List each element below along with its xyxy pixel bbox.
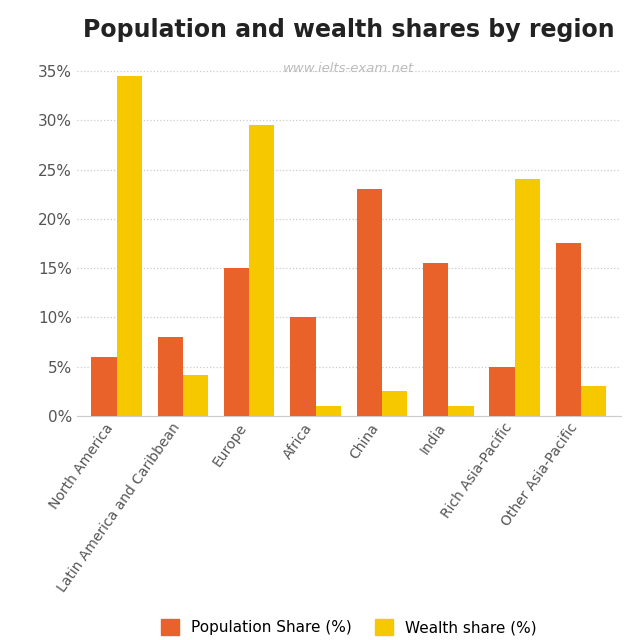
Bar [515, 179, 540, 416]
Legend: Population Share (%), Wealth share (%): Population Share (%), Wealth share (%) [154, 613, 543, 640]
Bar [448, 406, 474, 416]
Bar [291, 317, 316, 416]
Bar [556, 243, 581, 416]
Bar [157, 337, 183, 416]
Bar [250, 125, 275, 416]
Bar [490, 367, 515, 416]
Bar [581, 387, 606, 416]
Bar [356, 189, 382, 416]
Bar [316, 406, 341, 416]
Bar [382, 391, 407, 416]
Bar [116, 76, 142, 416]
Title: Population and wealth shares by region: Population and wealth shares by region [83, 19, 614, 42]
Bar [92, 357, 116, 416]
Bar [183, 374, 208, 416]
Bar [224, 268, 250, 416]
Text: www.ielts-exam.net: www.ielts-exam.net [283, 62, 415, 75]
Bar [423, 263, 448, 416]
